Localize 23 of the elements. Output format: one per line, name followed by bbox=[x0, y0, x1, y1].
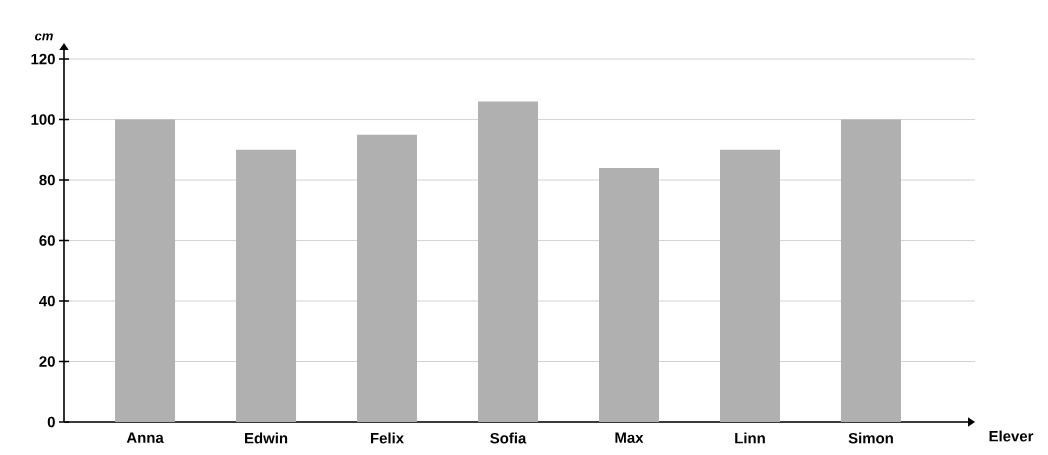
x-tick-label: Felix bbox=[371, 432, 404, 444]
bar bbox=[478, 101, 539, 422]
y-tick-label: 60 bbox=[39, 235, 55, 246]
y-tick-label: 100 bbox=[31, 114, 55, 125]
bar bbox=[599, 167, 659, 422]
x-tick-label: Anna bbox=[126, 432, 164, 443]
y-tick-label: 40 bbox=[39, 295, 55, 307]
bar bbox=[115, 119, 176, 422]
bar bbox=[840, 119, 901, 422]
bar bbox=[719, 149, 780, 422]
x-tick-label: Simon bbox=[848, 432, 893, 444]
x-axis-title: Elever bbox=[989, 430, 1034, 442]
x-tick-label: Max bbox=[615, 432, 644, 443]
bar bbox=[357, 134, 418, 422]
y-tick-label: 0 bbox=[47, 416, 55, 428]
y-tick-label: 20 bbox=[39, 356, 55, 367]
y-axis-title: cm bbox=[35, 33, 53, 41]
x-tick-label: Linn bbox=[735, 432, 765, 444]
y-tick-label: 80 bbox=[39, 174, 55, 186]
y-tick-label: 120 bbox=[31, 53, 55, 65]
bar bbox=[236, 149, 297, 422]
x-tick-label: Sofia bbox=[490, 432, 527, 444]
x-tick-label: Edwin bbox=[245, 432, 288, 444]
